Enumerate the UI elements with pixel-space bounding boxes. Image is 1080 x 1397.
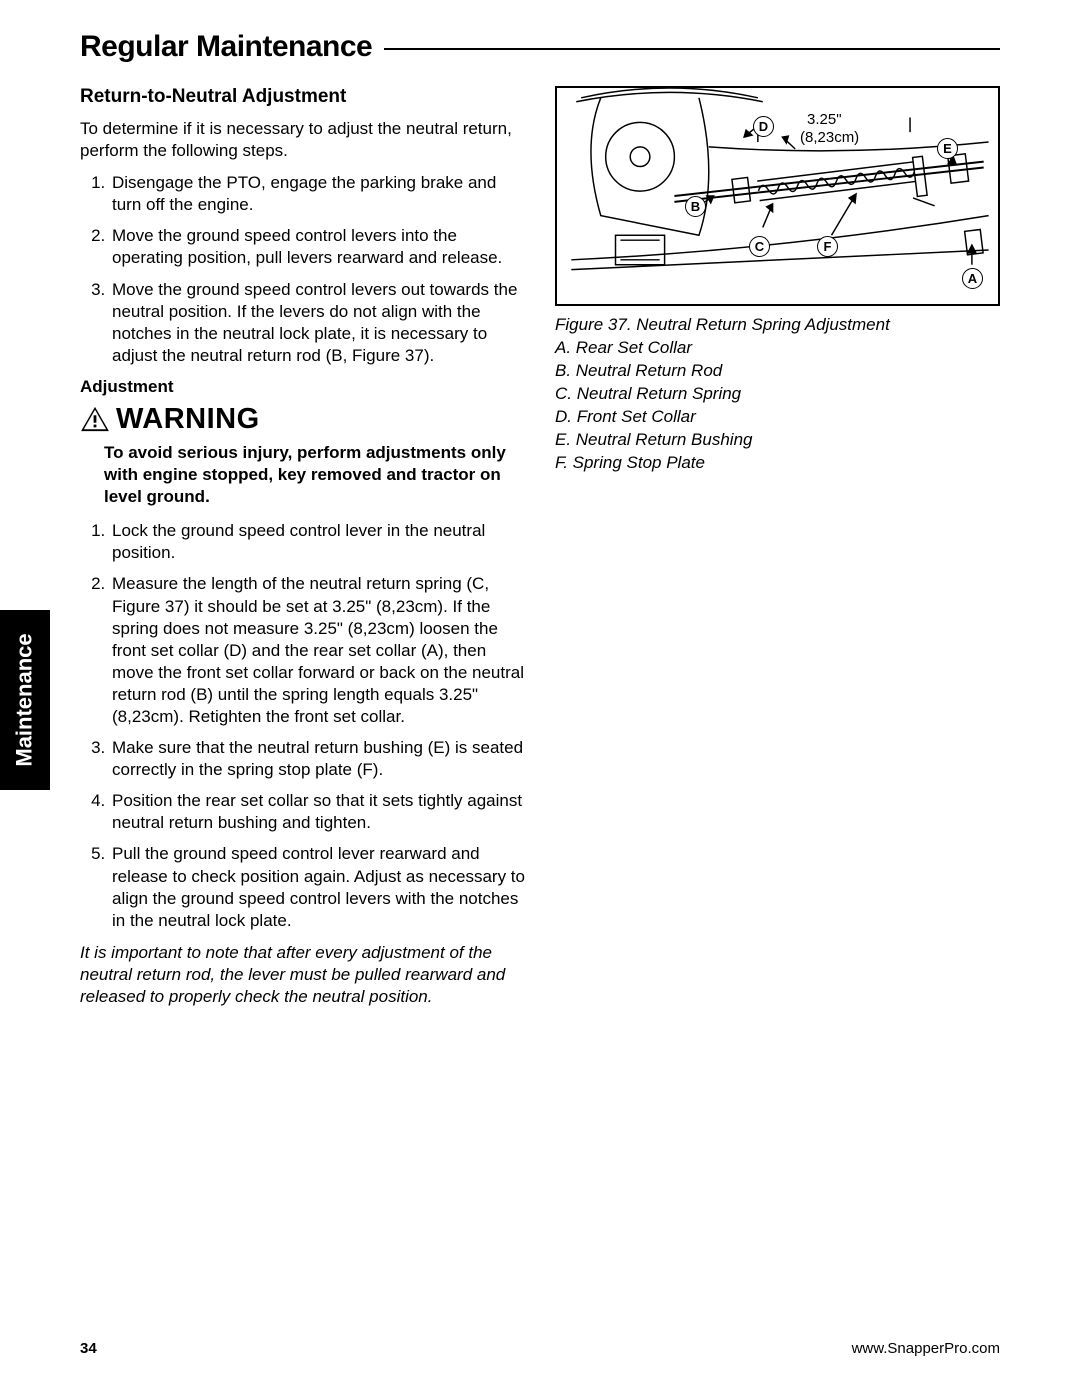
figure-dimension-2: (8,23cm) bbox=[800, 130, 859, 147]
figure-label-f: F bbox=[817, 236, 838, 257]
list-item: Pull the ground speed control lever rear… bbox=[110, 843, 525, 931]
figure-37: D B C F E A 3.25" (8,23cm) bbox=[555, 86, 1000, 306]
warning-body: To avoid serious injury, perform adjustm… bbox=[80, 442, 525, 508]
figure-caption-title: Figure 37. Neutral Return Spring Adjustm… bbox=[555, 314, 1000, 337]
figure-legend-item: C. Neutral Return Spring bbox=[555, 383, 1000, 406]
list-item: Position the rear set collar so that it … bbox=[110, 790, 525, 834]
figure-svg bbox=[557, 88, 998, 304]
page-container: Regular Maintenance Return-to-Neutral Ad… bbox=[0, 0, 1080, 1008]
list-item: Measure the length of the neutral return… bbox=[110, 573, 525, 728]
section-title: Return-to-Neutral Adjustment bbox=[80, 86, 525, 108]
pre-steps-list: Disengage the PTO, engage the parking br… bbox=[80, 172, 525, 367]
figure-legend-item: B. Neutral Return Rod bbox=[555, 360, 1000, 383]
footer-url: www.SnapperPro.com bbox=[852, 1340, 1000, 1357]
left-column: Return-to-Neutral Adjustment To determin… bbox=[80, 86, 525, 1008]
figure-dimension-1: 3.25" bbox=[807, 112, 842, 129]
warning-icon bbox=[80, 406, 110, 432]
list-item: Lock the ground speed control lever in t… bbox=[110, 520, 525, 564]
closing-note: It is important to note that after every… bbox=[80, 942, 525, 1008]
warning-box: WARNING To avoid serious injury, perform… bbox=[80, 403, 525, 508]
list-item: Move the ground speed control levers int… bbox=[110, 225, 525, 269]
warning-header: WARNING bbox=[80, 403, 525, 436]
adjustment-heading: Adjustment bbox=[80, 377, 525, 397]
right-column: D B C F E A 3.25" (8,23cm) Figure 37. Ne… bbox=[555, 86, 1000, 1008]
warning-label: WARNING bbox=[116, 403, 260, 436]
figure-label-a: A bbox=[962, 268, 983, 289]
list-item: Make sure that the neutral return bushin… bbox=[110, 737, 525, 781]
page-footer: 34 www.SnapperPro.com bbox=[80, 1340, 1000, 1357]
list-item: Disengage the PTO, engage the parking br… bbox=[110, 172, 525, 216]
figure-label-c: C bbox=[749, 236, 770, 257]
figure-legend-item: D. Front Set Collar bbox=[555, 406, 1000, 429]
page-header: Regular Maintenance bbox=[80, 30, 1000, 64]
figure-label-b: B bbox=[685, 196, 706, 217]
two-column-layout: Return-to-Neutral Adjustment To determin… bbox=[80, 86, 1000, 1008]
adjustment-steps-list: Lock the ground speed control lever in t… bbox=[80, 520, 525, 932]
figure-legend-item: E. Neutral Return Bushing bbox=[555, 429, 1000, 452]
figure-legend-item: F. Spring Stop Plate bbox=[555, 452, 1000, 475]
figure-label-d: D bbox=[753, 116, 774, 137]
list-item: Move the ground speed control levers out… bbox=[110, 279, 525, 367]
page-title: Regular Maintenance bbox=[80, 30, 384, 64]
figure-label-e: E bbox=[937, 138, 958, 159]
intro-paragraph: To determine if it is necessary to adjus… bbox=[80, 118, 525, 162]
figure-caption: Figure 37. Neutral Return Spring Adjustm… bbox=[555, 314, 1000, 475]
header-rule bbox=[384, 48, 1000, 50]
page-number: 34 bbox=[80, 1340, 97, 1357]
figure-legend-item: A. Rear Set Collar bbox=[555, 337, 1000, 360]
